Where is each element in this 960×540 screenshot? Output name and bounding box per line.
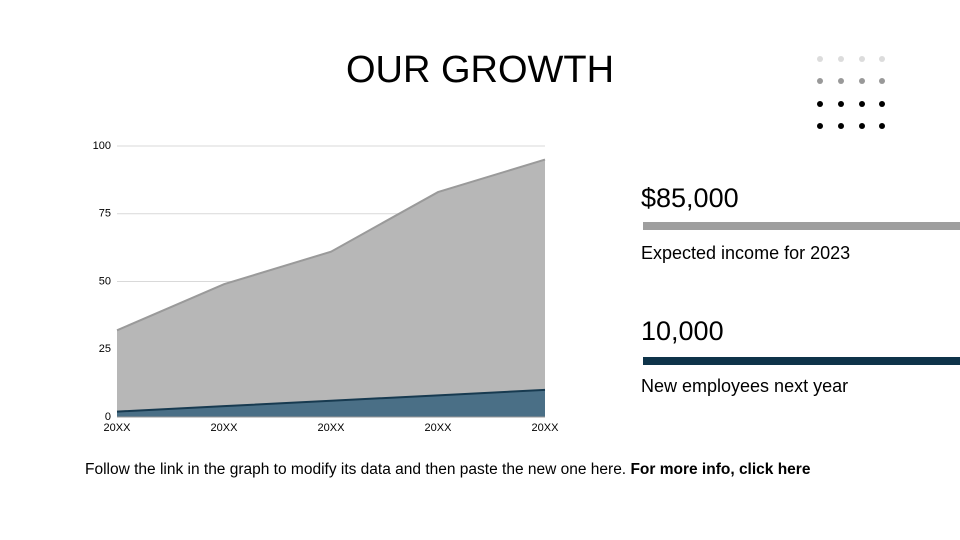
x-tick-label: 20XX	[532, 422, 560, 434]
area-line	[116, 158, 546, 332]
stat-value: 10,000	[641, 316, 724, 346]
stat-label: Expected income for 2023	[641, 243, 850, 263]
stat: $85,000 Expected income for 2023	[641, 183, 960, 263]
y-tick-label: 75	[99, 208, 111, 220]
y-tick-label: 100	[93, 140, 111, 152]
stat-label: New employees next year	[641, 376, 848, 396]
area-line	[116, 388, 546, 413]
footer: Follow the link in the graph to modify i…	[85, 461, 811, 478]
stat-bar	[643, 222, 960, 230]
x-tick-label: 20XX	[425, 422, 453, 434]
x-tick-label: 20XX	[318, 422, 346, 434]
y-tick-label: 0	[105, 411, 111, 423]
dots-decoration	[817, 56, 885, 129]
area	[117, 159, 545, 418]
stat-value: $85,000	[641, 183, 739, 213]
slide-title: OUR GROWTH	[346, 49, 614, 91]
area	[117, 389, 545, 417]
stat: 10,000 New employees next year	[641, 316, 960, 396]
x-tick-label: 20XX	[104, 422, 132, 434]
footer-text: Follow the link in the graph to modify i…	[85, 461, 626, 478]
info-link[interactable]: For more info, click here	[630, 461, 810, 478]
y-tick-label: 50	[99, 275, 111, 287]
area-chart: 0 25 50 75 100 20XX 20XX 20XX 20XX 20XX	[93, 140, 559, 434]
y-tick-label: 25	[99, 343, 111, 355]
x-tick-label: 20XX	[211, 422, 239, 434]
stat-bar	[643, 357, 960, 365]
